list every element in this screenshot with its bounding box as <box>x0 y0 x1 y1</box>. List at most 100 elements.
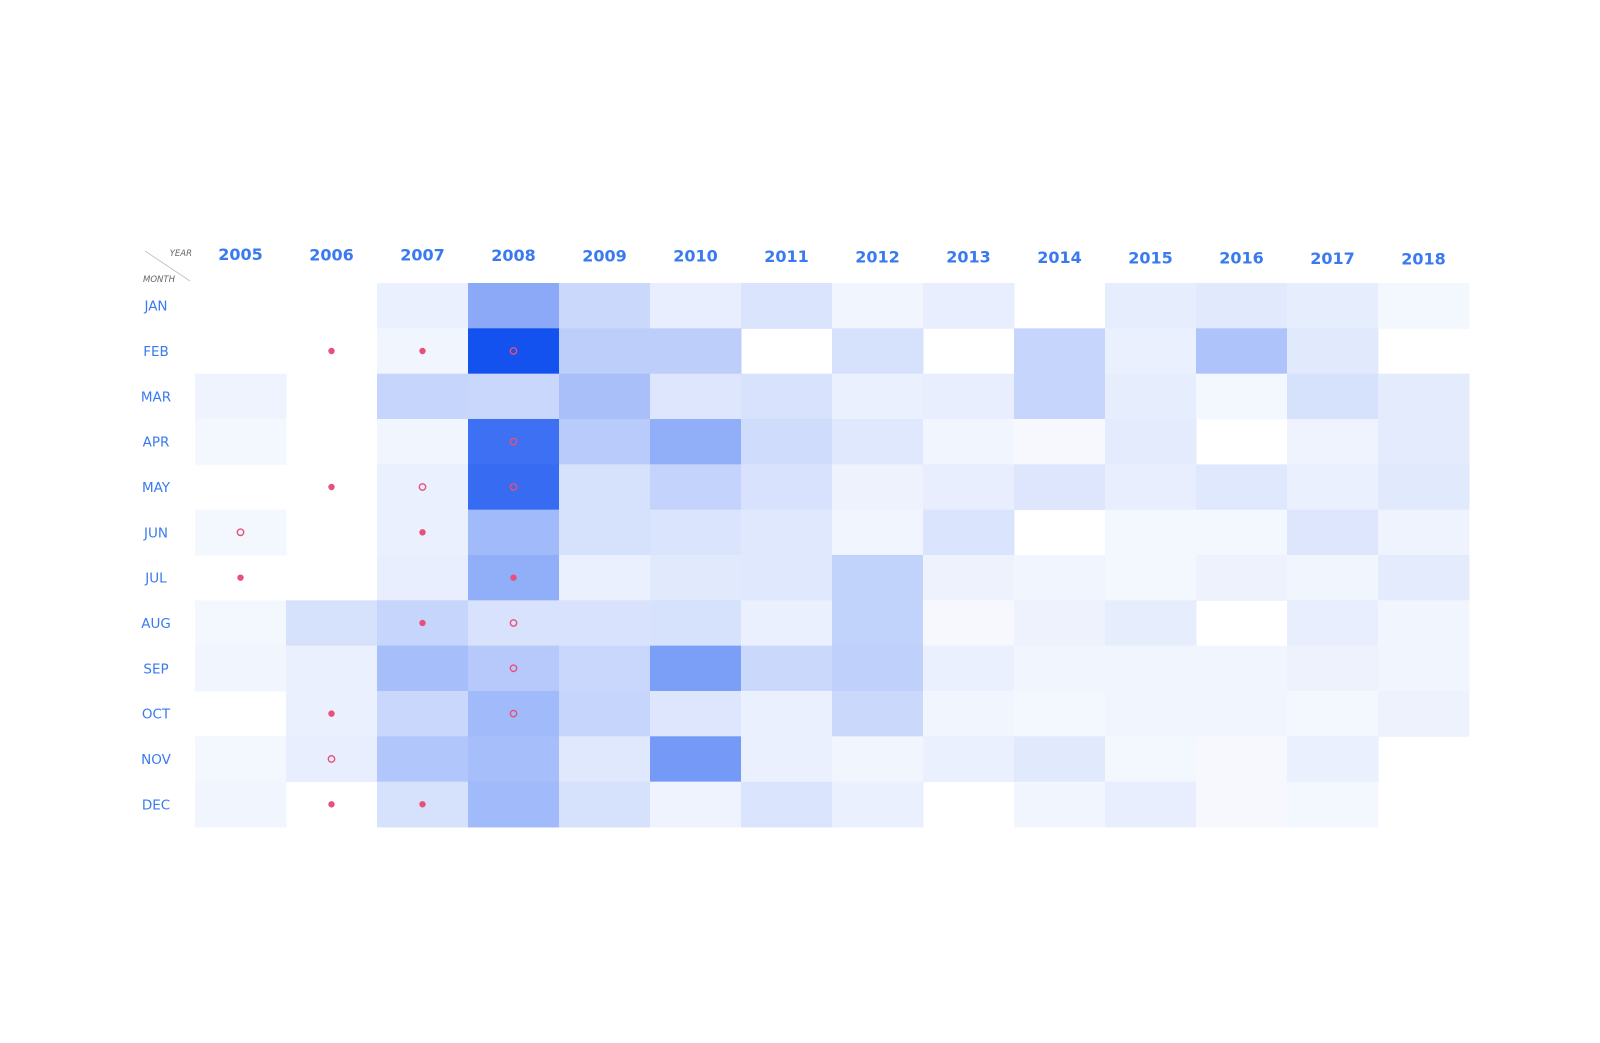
heatmap-cell-aug-2017 <box>1287 600 1379 647</box>
marker-dot-aug-2007 <box>419 619 426 627</box>
heatmap-cell-jan-2011 <box>741 283 833 329</box>
heatmap-cell-sep-2009 <box>559 645 651 692</box>
marker-ring-oct-2008 <box>509 709 518 718</box>
heatmap-cell-feb-2008 <box>468 328 560 375</box>
heatmap-cell-jun-2018 <box>1378 509 1470 556</box>
heatmap-cell-sep-2006 <box>286 645 378 692</box>
heatmap-cell-apr-2013 <box>923 418 1015 465</box>
heatmap-cell-aug-2012 <box>832 600 924 647</box>
heatmap-cell-jun-2017 <box>1287 509 1379 556</box>
marker-ring-sep-2008 <box>509 664 518 673</box>
heatmap-cell-jul-2010 <box>650 554 742 601</box>
month-label-jan: JAN <box>143 299 167 315</box>
heatmap-cell-mar-2014 <box>1014 373 1106 420</box>
year-label-2005: 2005 <box>218 245 263 264</box>
heatmap-cell-sep-2012 <box>832 645 924 692</box>
heatmap-cell-aug-2013 <box>923 600 1015 647</box>
heatmap-cell-aug-2008 <box>468 600 560 647</box>
heatmap-cell-jan-2016 <box>1196 283 1288 329</box>
heatmap-cell-jun-2016 <box>1196 509 1288 556</box>
heatmap-cell-sep-2010 <box>650 645 742 692</box>
month-label-jun: JUN <box>143 525 168 541</box>
month-axis-label: MONTH <box>143 275 176 285</box>
axis-corner: YEAR MONTH <box>143 249 192 285</box>
marker-ring-may-2007 <box>418 483 427 491</box>
heatmap-cell-feb-2012 <box>832 328 924 375</box>
heatmap-cell-feb-2014 <box>1014 328 1106 375</box>
marker-dot-jun-2007 <box>419 529 426 536</box>
heatmap-cell-may-2008 <box>468 464 560 511</box>
heatmap-cell-nov-2013 <box>923 736 1015 783</box>
heatmap-cell-jun-2008 <box>468 509 560 556</box>
heatmap-cell-jan-2008 <box>468 283 560 329</box>
heatmap-cell-sep-2005 <box>195 645 287 692</box>
marker-ring-jun-2005 <box>236 528 245 537</box>
heatmap-cell-nov-2015 <box>1105 736 1197 783</box>
heatmap-cell-oct-2018 <box>1378 690 1470 737</box>
month-label-nov: NOV <box>141 752 171 768</box>
month-label-aug: AUG <box>141 616 171 632</box>
heatmap-cell-jul-2011 <box>741 554 833 601</box>
heatmap-cell-jan-2018 <box>1378 283 1470 329</box>
heatmap-cell-sep-2016 <box>1196 645 1288 692</box>
heatmap-cell-jan-2015 <box>1105 283 1197 329</box>
heatmap-cell-jul-2013 <box>923 554 1015 601</box>
month-label-feb: FEB <box>143 344 169 360</box>
heatmap-cell-dec-2005 <box>195 781 287 828</box>
heatmap-cell-jan-2010 <box>650 283 742 329</box>
heatmap-cell-nov-2017 <box>1287 736 1379 783</box>
year-label-2012: 2012 <box>855 247 900 266</box>
heatmap-cell-aug-2011 <box>741 600 833 647</box>
marker-dot-dec-2006 <box>328 801 335 808</box>
heatmap-cell-apr-2012 <box>832 418 924 465</box>
heatmap-cell-may-2017 <box>1287 464 1379 511</box>
heatmap-cell-oct-2010 <box>650 690 742 737</box>
heatmap-cell-may-2011 <box>741 464 833 511</box>
heatmap-cell-jun-2013 <box>923 509 1015 556</box>
heatmap-cell-mar-2011 <box>741 373 833 420</box>
heatmap-cell-nov-2008 <box>468 736 560 783</box>
heatmap-cell-oct-2012 <box>832 690 924 737</box>
marker-ring-nov-2006 <box>327 755 336 763</box>
heatmap-cell-nov-2005 <box>195 736 287 783</box>
heatmap-cell-mar-2015 <box>1105 373 1197 420</box>
heatmap-cell-apr-2014 <box>1014 418 1106 465</box>
year-label-2006: 2006 <box>309 245 354 264</box>
heatmap-cell-jan-2013 <box>923 283 1015 329</box>
heatmap-cell-mar-2017 <box>1287 373 1379 420</box>
heatmap-cell-apr-2008 <box>468 418 560 465</box>
marker-dot-dec-2007 <box>419 801 426 808</box>
heatmap-cell-jun-2012 <box>832 509 924 556</box>
heatmap-cell-sep-2011 <box>741 645 833 692</box>
heatmap-cell-may-2009 <box>559 464 651 511</box>
heatmap-cell-aug-2015 <box>1105 600 1197 647</box>
heatmap-cell-mar-2009 <box>559 373 651 420</box>
heatmap-cell-oct-2008 <box>468 690 560 737</box>
heatmap-cell-jun-2010 <box>650 509 742 556</box>
year-label-2013: 2013 <box>946 248 991 267</box>
heatmap-cell-nov-2007 <box>377 736 469 783</box>
heatmap-cell-dec-2016 <box>1196 781 1288 828</box>
heatmap-cell-apr-2009 <box>559 418 651 465</box>
heatmap-cell-mar-2007 <box>377 373 469 420</box>
heatmap-cell-jul-2009 <box>559 554 651 601</box>
heatmap-cell-dec-2014 <box>1014 781 1106 828</box>
month-label-sep: SEP <box>143 661 168 677</box>
heatmap-cell-oct-2011 <box>741 690 833 737</box>
heatmap-cell-dec-2009 <box>559 781 651 828</box>
year-label-2018: 2018 <box>1401 249 1446 268</box>
heatmap-cell-mar-2008 <box>468 373 560 420</box>
year-labels: 2005 2006 2007 2008 2009 2010 2011 2012 2013 2014… <box>218 245 1446 268</box>
heatmap-cell-dec-2010 <box>650 781 742 828</box>
heatmap-cell-oct-2016 <box>1196 690 1288 737</box>
heatmap-cell-aug-2010 <box>650 600 742 647</box>
heatmap-cell-jul-2018 <box>1378 554 1470 601</box>
heatmap-cell-may-2015 <box>1105 464 1197 511</box>
month-label-may: MAY <box>142 480 171 496</box>
heatmap-cell-may-2016 <box>1196 464 1288 511</box>
heatmap-cell-jan-2012 <box>832 283 924 329</box>
year-label-2016: 2016 <box>1219 249 1264 268</box>
heatmap-cell-mar-2012 <box>832 373 924 420</box>
heatmap-cell-may-2018 <box>1378 464 1470 511</box>
